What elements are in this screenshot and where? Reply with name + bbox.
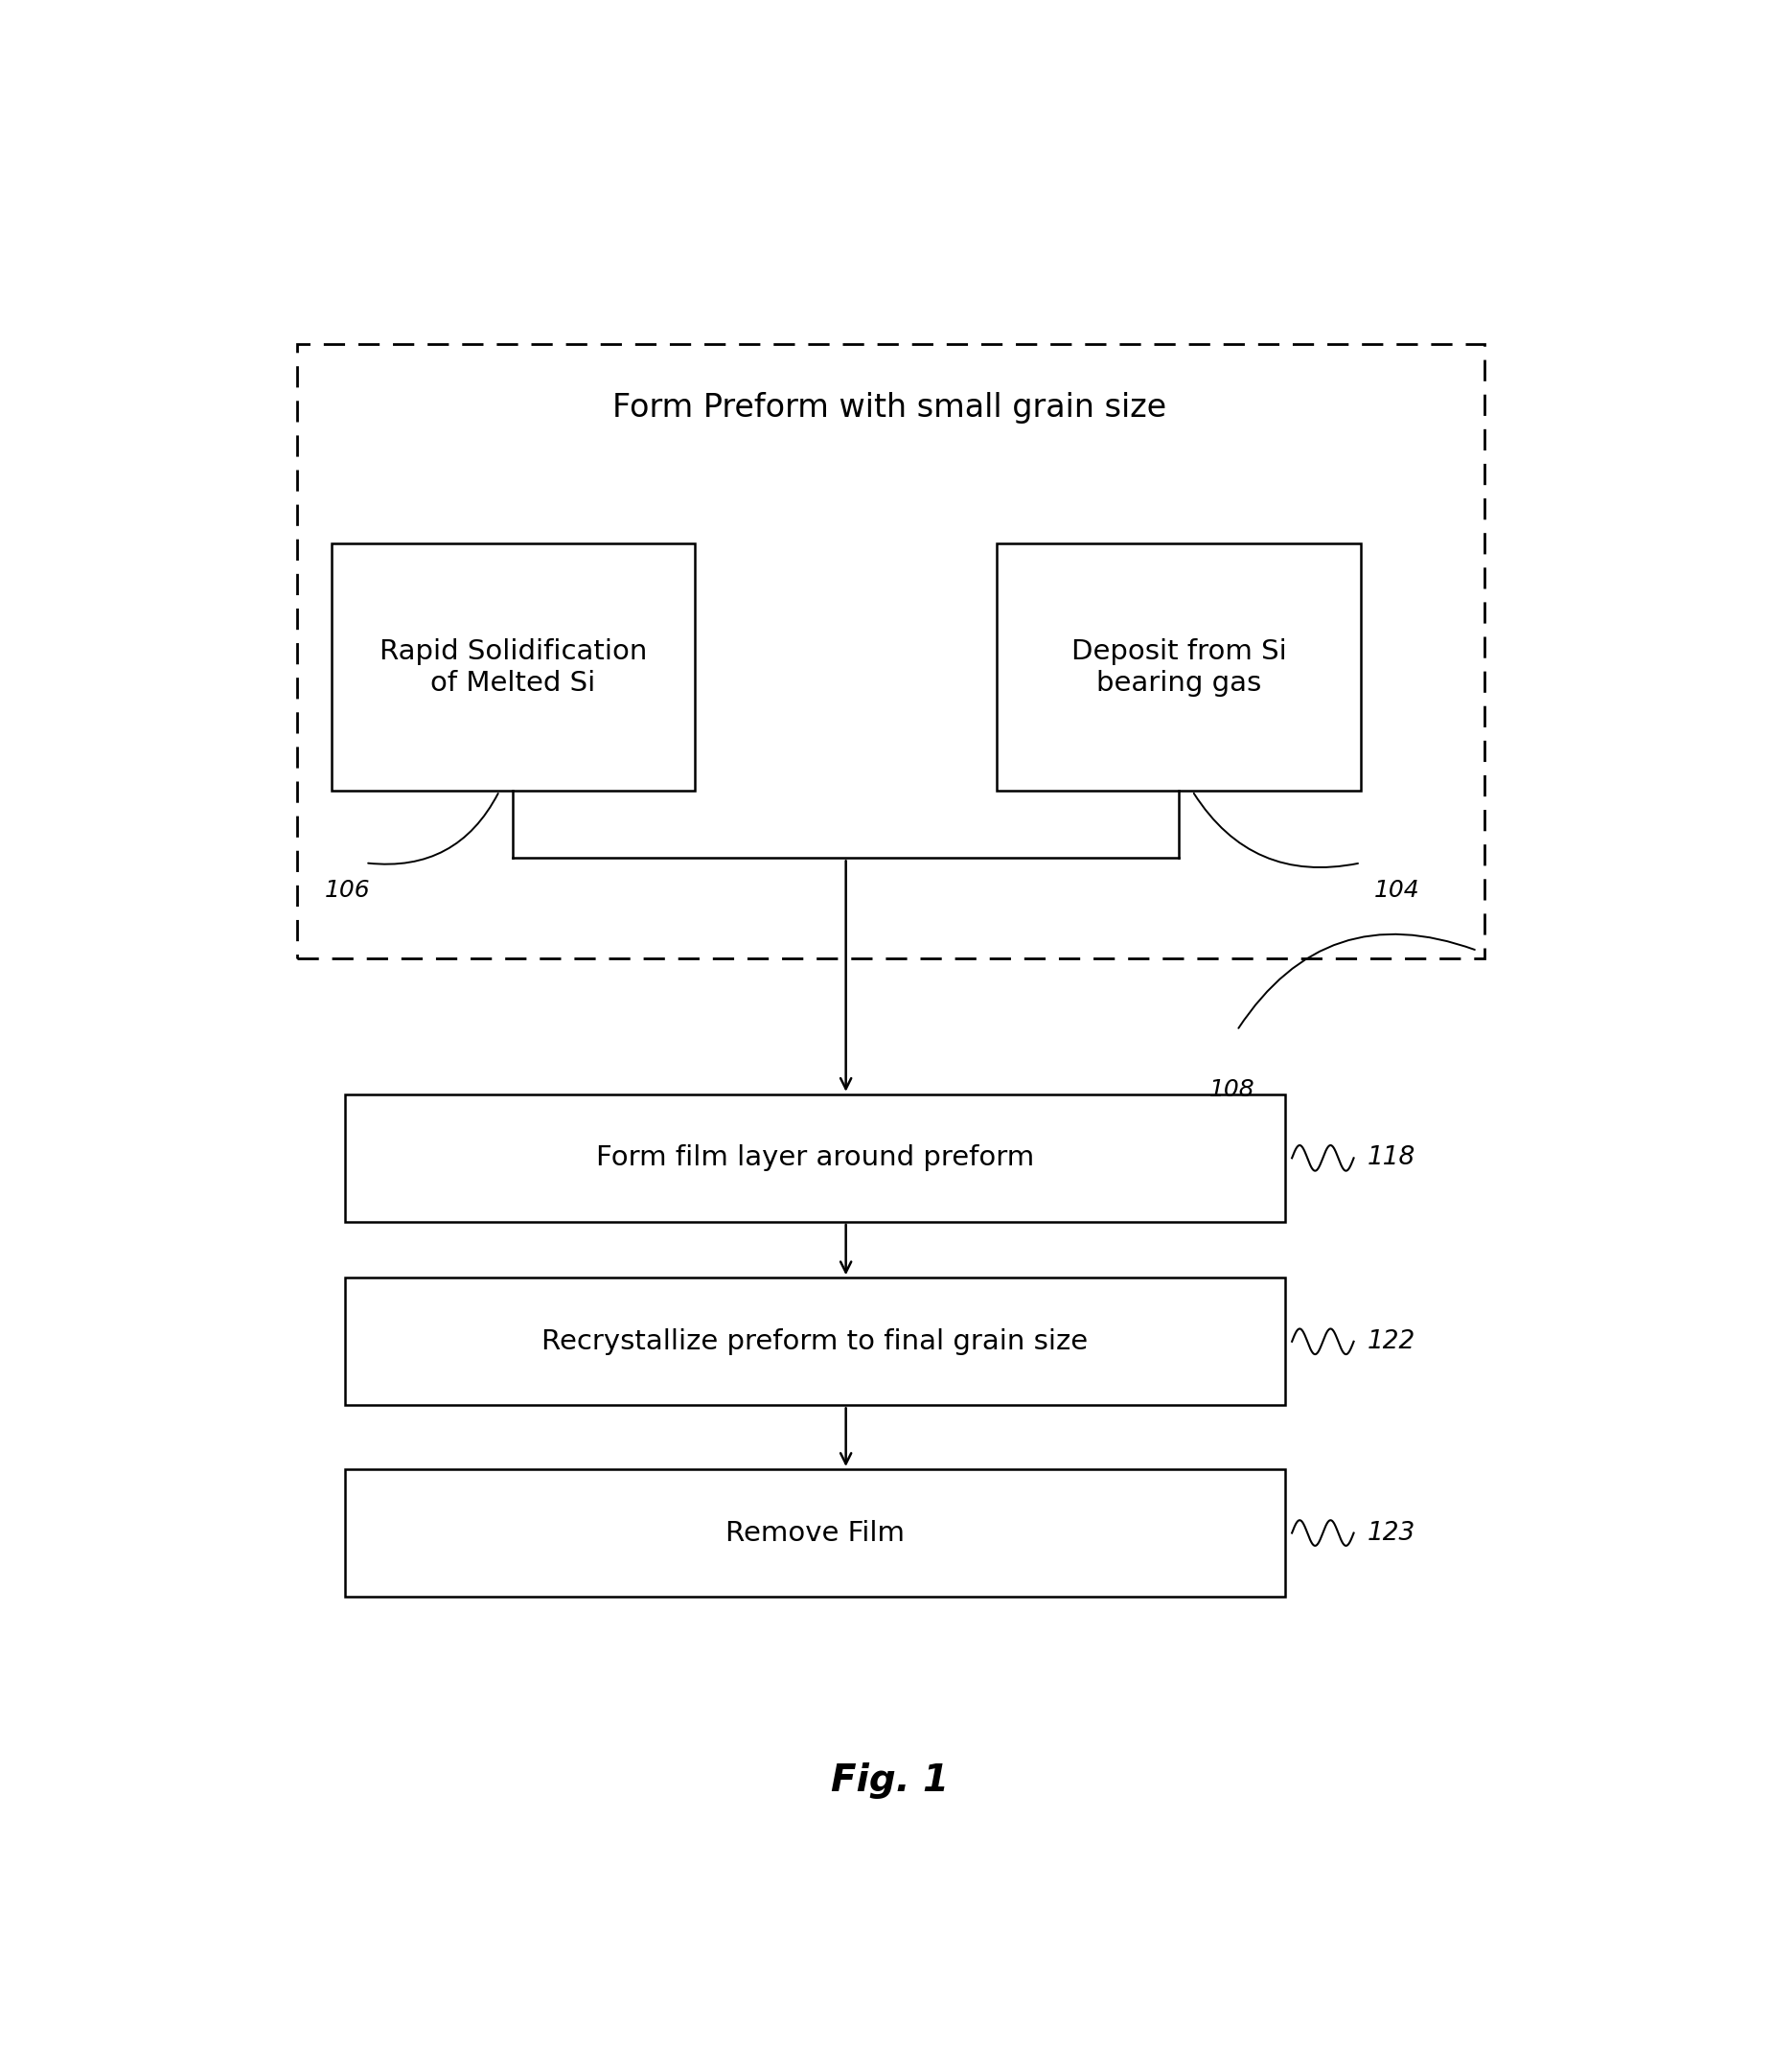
Text: 106: 106: [324, 879, 370, 901]
Text: Form Preform with small grain size: Form Preform with small grain size: [613, 392, 1167, 425]
Text: Rapid Solidification
of Melted Si: Rapid Solidification of Melted Si: [379, 638, 646, 696]
Bar: [331, 543, 694, 792]
Bar: [345, 1094, 1286, 1222]
Bar: [345, 1469, 1286, 1598]
Text: 118: 118: [1367, 1146, 1415, 1171]
Text: Form film layer around preform: Form film layer around preform: [595, 1144, 1034, 1171]
Bar: [298, 344, 1484, 959]
Bar: [345, 1278, 1286, 1405]
Text: Fig. 1: Fig. 1: [831, 1761, 949, 1798]
Text: Deposit from Si
bearing gas: Deposit from Si bearing gas: [1071, 638, 1286, 696]
Text: 122: 122: [1367, 1328, 1415, 1353]
Text: Recrystallize preform to final grain size: Recrystallize preform to final grain siz…: [542, 1328, 1087, 1355]
Bar: [997, 543, 1360, 792]
Text: 123: 123: [1367, 1521, 1415, 1546]
Text: Remove Film: Remove Film: [726, 1519, 905, 1546]
Text: 104: 104: [1374, 879, 1420, 901]
Text: 108: 108: [1210, 1077, 1256, 1102]
